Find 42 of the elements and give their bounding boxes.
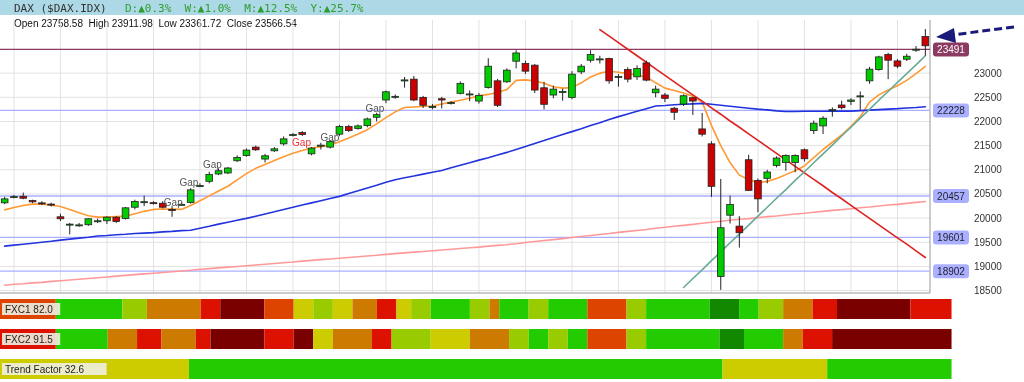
ref-line-label: 23491: [937, 43, 966, 55]
ref-line-label: 19601: [937, 231, 966, 243]
line-series: [682, 54, 927, 289]
line-series: [3, 200, 927, 287]
annotation: Gap: [292, 136, 312, 148]
chart-subtitle: D:▲0.3% W:▲1.0% M:▲12.5% Y:▲25.7%: [125, 1, 364, 15]
y-tick-label: 20500: [974, 188, 1003, 200]
line-series: [599, 28, 927, 259]
candlestick: [484, 57, 492, 90]
candlestick: [735, 215, 744, 249]
annotation: Gap: [202, 158, 223, 170]
candlestick: [847, 97, 855, 106]
y-tick-label: 21000: [974, 164, 1003, 176]
candlestick: [447, 100, 455, 106]
annotation: Gap: [163, 196, 184, 208]
line-series: [3, 65, 927, 218]
annotation: Gap: [179, 176, 199, 188]
candlestick: [921, 28, 930, 57]
candlestick: [512, 49, 520, 69]
text: FXC1 82.0: [5, 303, 54, 315]
ref-line-label: 22228: [937, 104, 966, 116]
y-tick-label: 18500: [974, 285, 1003, 297]
chart-title: DAX ($DAX.IDX): [14, 1, 107, 15]
candlestick: [698, 112, 706, 137]
candlestick: [912, 45, 920, 53]
text: Trend Factor 32.6: [5, 363, 85, 375]
y-tick-label: 23000: [974, 67, 1003, 79]
y-tick-label: 22000: [974, 115, 1003, 127]
candlestick: [726, 195, 734, 224]
y-tick-label: 20000: [974, 212, 1003, 224]
ref-line-label: 18902: [937, 265, 966, 277]
candlestick: [196, 182, 204, 188]
annotation: Gap: [365, 102, 385, 114]
y-tick-label: 19000: [974, 260, 1003, 272]
annotation: Open 23758.58 High 23911.98 Low 23361.72 Close 23566.54: [14, 18, 298, 29]
annotation: Gap: [320, 131, 340, 143]
candlestick: [856, 91, 864, 111]
y-tick-label: 19500: [974, 236, 1003, 248]
y-tick-label: 21500: [974, 140, 1003, 152]
y-tick-label: 22500: [974, 91, 1003, 103]
text: FXC2 91.5: [5, 333, 54, 345]
ref-line-label: 20457: [937, 190, 966, 202]
